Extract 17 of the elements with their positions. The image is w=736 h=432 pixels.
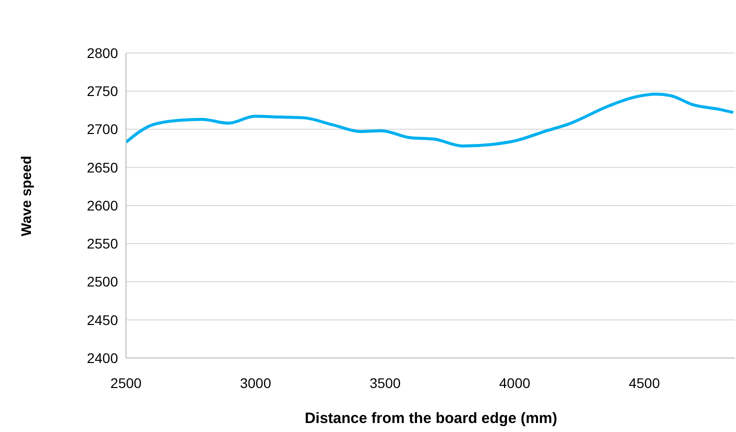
x-tick-label: 2500	[110, 374, 142, 391]
y-tick-label: 2650	[86, 159, 118, 176]
y-tick-label: 2700	[86, 121, 118, 138]
y-tick-label: 2750	[86, 83, 118, 100]
y-tick-label: 2600	[86, 197, 118, 214]
x-axis-title: Distance from the board edge (mm)	[304, 410, 558, 427]
x-tick-label: 3000	[240, 374, 272, 391]
y-axis-title: Wave speed	[18, 156, 34, 236]
x-tick-label: 4000	[499, 374, 531, 391]
line-series	[126, 92, 735, 148]
x-tick-label: 4500	[628, 374, 660, 391]
y-tick-label: 2450	[86, 312, 118, 328]
y-tick-label: 2400	[86, 350, 118, 366]
x-tick-label: 3500	[370, 374, 401, 391]
y-tick-label: 2800	[86, 44, 118, 61]
y-tick-label: 2550	[86, 236, 118, 252]
y-tick-label: 2500	[86, 274, 118, 290]
